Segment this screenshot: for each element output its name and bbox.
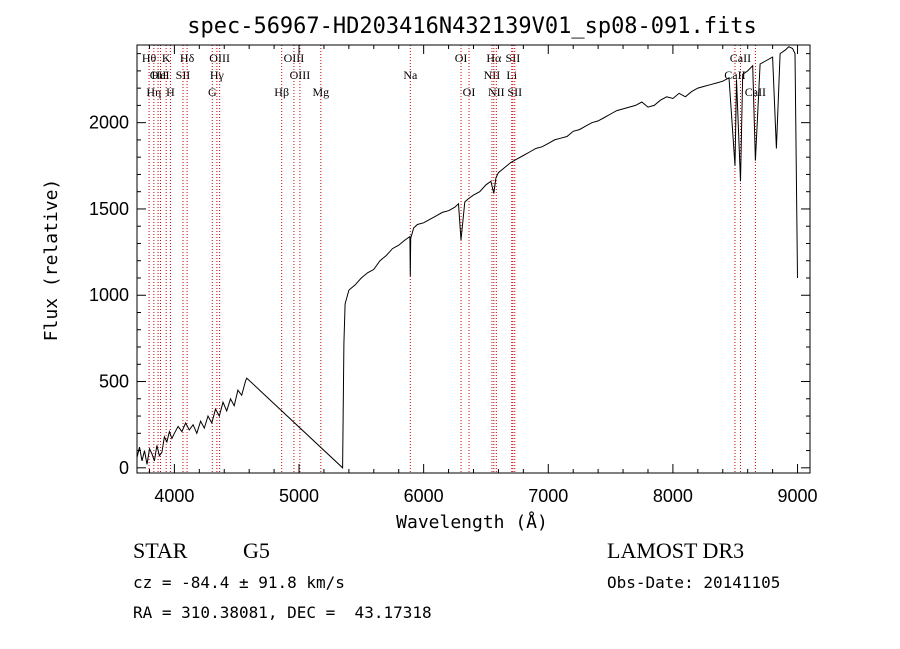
x-tick-label: 9000	[778, 486, 818, 506]
y-tick-label: 2000	[89, 113, 129, 133]
flux-series	[137, 46, 798, 469]
spectral-line-label: OIII	[284, 51, 305, 65]
spectral-line-label: SII	[506, 51, 521, 65]
x-axis-label: Wavelength (Å)	[396, 511, 548, 533]
y-tick-label: 0	[119, 458, 129, 478]
x-tick-label: 6000	[404, 486, 444, 506]
spectral-line-label: Hα	[486, 51, 502, 65]
spectral-line-label: HeI	[152, 68, 170, 82]
x-tick-label: 5000	[279, 486, 319, 506]
flux-line	[137, 46, 798, 469]
spectral-line-label: OI	[463, 85, 476, 99]
spectral-line-label: OIII	[290, 68, 311, 82]
spectral-subclass: G5	[243, 538, 270, 563]
spectral-line-label: Mg	[312, 85, 329, 99]
spectral-line-label: Li	[506, 68, 517, 82]
chart-title: spec-56967-HD203416N432139V01_sp08-091.f…	[187, 14, 757, 39]
redshift-velocity: cz = -84.4 ± 91.8 km/s	[133, 573, 345, 592]
spectral-line-label: K	[162, 51, 171, 65]
spectral-line-label: OIII	[209, 51, 230, 65]
spectral-line-label: Hθ	[142, 51, 157, 65]
x-tick-label: 7000	[528, 486, 568, 506]
x-tick-label: 8000	[653, 486, 693, 506]
plot-frame	[136, 44, 811, 474]
y-tick-label: 500	[99, 372, 129, 392]
y-tick-label: 1500	[89, 199, 129, 219]
spectral-line-label: Hγ	[210, 68, 225, 82]
x-tick-label: 4000	[154, 486, 194, 506]
spectral-line-label: Hη	[146, 85, 161, 99]
survey-name: LAMOST DR3	[607, 538, 745, 563]
spectral-line-label: NII	[484, 68, 501, 82]
observation-date: Obs-Date: 20141105	[607, 573, 781, 592]
spectral-line-label: NII	[488, 85, 505, 99]
spectral-line-label: H	[166, 85, 175, 99]
y-axis-label: Flux (relative)	[41, 179, 62, 342]
spectral-line-label: SII	[507, 85, 522, 99]
spectral-line-label: Na	[403, 68, 418, 82]
y-tick-label: 1000	[89, 285, 129, 305]
spectral-line-label: CaII	[730, 51, 751, 65]
spectral-line-label: CaII	[745, 85, 766, 99]
axes: 4000 5000 6000 7000 8000 9000 0 500 1000 1500 2000	[89, 45, 818, 506]
object-class: STAR	[133, 538, 188, 563]
spectral-line-label: Hβ	[274, 85, 289, 99]
coordinates: RA = 310.38081, DEC = 43.17318	[133, 603, 432, 622]
spectral-line-label: G	[208, 85, 217, 99]
spectral-line-label: OI	[455, 51, 468, 65]
spectral-line-label: SII	[176, 68, 191, 82]
spectral-line-markers: HθHηOIIHeIKHSIIHδGHγOIIIHβOIIIOIIIMgNaOI…	[142, 45, 766, 473]
spectral-line-label: Hδ	[180, 51, 195, 65]
spectral-line-label: OII	[150, 68, 167, 82]
